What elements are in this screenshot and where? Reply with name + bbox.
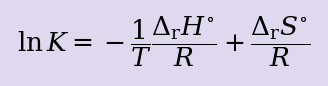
Text: $\ln K = -\dfrac{1}{T}\dfrac{\Delta_{\mathrm{r}}H^{\circ}}{R} + \dfrac{\Delta_{\: $\ln K = -\dfrac{1}{T}\dfrac{\Delta_{\ma…	[17, 14, 311, 69]
